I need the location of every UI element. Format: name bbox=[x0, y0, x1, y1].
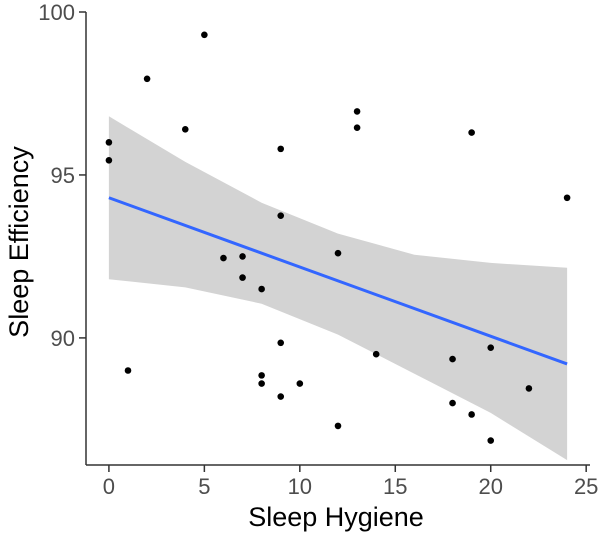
data-point bbox=[525, 385, 533, 392]
data-point bbox=[239, 274, 246, 281]
y-axis-title: Sleep Efficiency bbox=[4, 146, 34, 338]
data-point bbox=[468, 411, 475, 418]
data-point bbox=[449, 355, 456, 363]
x-tick-label: 25 bbox=[574, 474, 598, 499]
data-point bbox=[143, 75, 151, 83]
data-point bbox=[334, 422, 342, 430]
data-point bbox=[277, 393, 285, 400]
y-tick-label: 95 bbox=[51, 163, 75, 188]
y-tick-label: 90 bbox=[51, 326, 75, 351]
x-tick-label: 0 bbox=[103, 474, 115, 499]
regression-line-layer bbox=[108, 196, 568, 366]
regression-line bbox=[108, 196, 568, 366]
axes-layer bbox=[79, 11, 590, 472]
confidence-band bbox=[108, 116, 568, 461]
data-point bbox=[220, 254, 227, 262]
data-point bbox=[181, 126, 189, 133]
data-point bbox=[353, 108, 361, 115]
data-point bbox=[239, 253, 246, 260]
data-point bbox=[277, 339, 285, 347]
y-tick-label: 100 bbox=[38, 0, 75, 25]
data-point bbox=[105, 156, 113, 164]
x-tick-label: 10 bbox=[288, 474, 312, 499]
data-point bbox=[105, 139, 113, 146]
data-point bbox=[372, 350, 380, 358]
x-tick-label: 20 bbox=[478, 474, 502, 499]
x-axis-title: Sleep Hygiene bbox=[248, 502, 424, 532]
x-tick-label: 5 bbox=[198, 474, 210, 499]
data-point bbox=[277, 145, 285, 153]
data-point bbox=[258, 285, 265, 293]
data-point bbox=[563, 194, 571, 202]
data-point bbox=[258, 380, 265, 387]
x-tick-label: 15 bbox=[383, 474, 407, 499]
data-point bbox=[124, 367, 132, 374]
data-point bbox=[449, 399, 456, 407]
data-points-layer bbox=[105, 31, 571, 444]
data-point bbox=[487, 344, 495, 351]
data-point bbox=[277, 212, 285, 219]
data-point bbox=[334, 249, 342, 257]
data-point bbox=[487, 437, 495, 444]
data-point bbox=[296, 380, 304, 387]
tick-labels-layer: 0 5 10 15 20 25 90 95 100 bbox=[38, 0, 598, 499]
data-point bbox=[468, 129, 475, 136]
data-point bbox=[353, 124, 361, 131]
data-point bbox=[201, 31, 208, 39]
data-point bbox=[258, 372, 265, 379]
confidence-band-layer bbox=[108, 116, 568, 461]
